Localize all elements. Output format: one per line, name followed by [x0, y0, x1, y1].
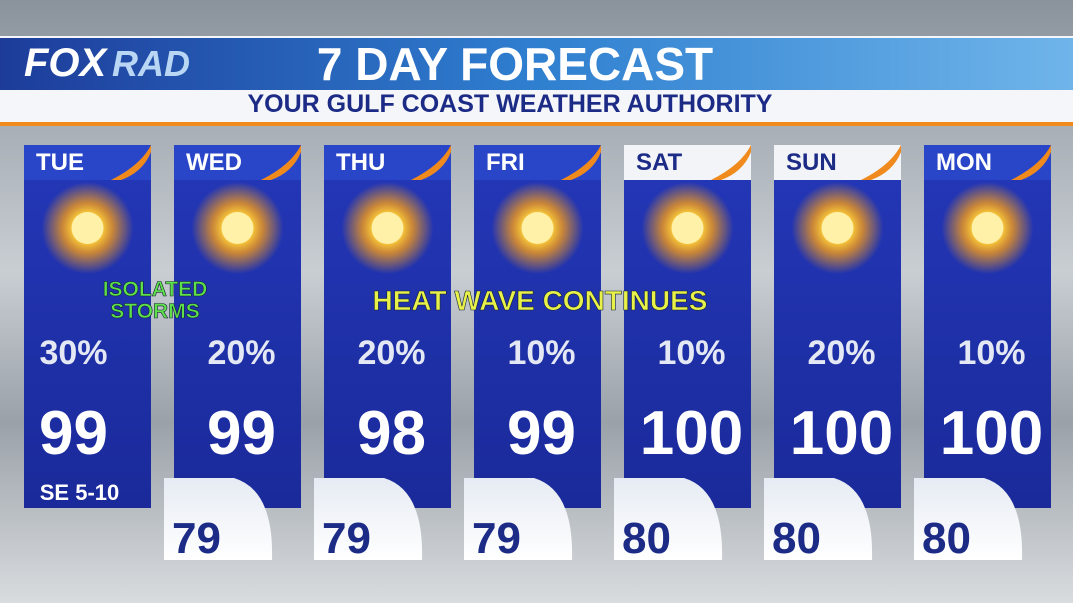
- day-name: SAT: [636, 149, 683, 176]
- day-name: THU: [336, 149, 385, 176]
- day-name: FRI: [486, 149, 525, 176]
- precip-chance: 20%: [207, 334, 275, 372]
- low-box: [314, 478, 423, 560]
- title-bar: [0, 38, 1073, 90]
- header-swoosh: [711, 145, 751, 180]
- logo-product: RAD: [112, 43, 190, 84]
- header-accent: [0, 122, 1073, 126]
- sun-core: [221, 212, 254, 244]
- subtitle: YOUR GULF COAST WEATHER AUTHORITY: [248, 90, 773, 118]
- header-swoosh: [411, 145, 451, 180]
- high-temp: 100: [790, 399, 893, 468]
- high-temp: 100: [640, 399, 743, 468]
- precip-chance: 30%: [39, 334, 107, 372]
- day-name: MON: [936, 149, 992, 176]
- header-swoosh: [261, 145, 301, 180]
- sun-core: [821, 212, 854, 244]
- day-name: SUN: [786, 149, 837, 176]
- sun-core: [71, 212, 104, 244]
- high-temp: 98: [357, 399, 426, 468]
- high-temp: 99: [507, 399, 576, 468]
- high-temp: 99: [39, 399, 108, 468]
- header-swoosh: [1011, 145, 1051, 180]
- precip-chance: 10%: [507, 334, 575, 372]
- high-temp: 100: [940, 399, 1043, 468]
- sun-core: [671, 212, 704, 244]
- heat-annotation: HEAT WAVE CONTINUES: [373, 285, 708, 316]
- low-temp: 80: [622, 514, 671, 563]
- sun-core: [521, 212, 554, 244]
- low-box: [914, 478, 1023, 560]
- precip-chance: 10%: [657, 334, 725, 372]
- title: 7 DAY FORECAST: [317, 38, 713, 90]
- header-swoosh: [111, 145, 151, 180]
- day-name: TUE: [36, 149, 84, 176]
- low-temp: 79: [172, 514, 221, 563]
- header-swoosh: [861, 145, 901, 180]
- day-name: WED: [186, 149, 242, 176]
- sun-core: [371, 212, 404, 244]
- precip-chance: 20%: [807, 334, 875, 372]
- low-temp: 79: [472, 514, 521, 563]
- header-swoosh: [561, 145, 601, 180]
- low-temp: 79: [322, 514, 371, 563]
- sun-core: [971, 212, 1004, 244]
- storms-annotation: ISOLATED STORMS: [103, 278, 208, 323]
- precip-chance: 20%: [357, 334, 425, 372]
- high-temp: 99: [207, 399, 276, 468]
- low-box: [614, 478, 723, 560]
- low-temp: 80: [922, 514, 971, 563]
- precip-chance: 10%: [957, 334, 1025, 372]
- day-columns: TUE 30% 99 SE 5-10 WED 20% 99 79 THU 20% 98 79 FRI 10…: [24, 145, 1051, 563]
- low-box: [164, 478, 273, 560]
- low-temp: 80: [772, 514, 821, 563]
- logo-brand: FOX: [24, 41, 109, 85]
- wind: SE 5-10: [40, 480, 120, 505]
- low-box: [464, 478, 573, 560]
- low-box: [764, 478, 873, 560]
